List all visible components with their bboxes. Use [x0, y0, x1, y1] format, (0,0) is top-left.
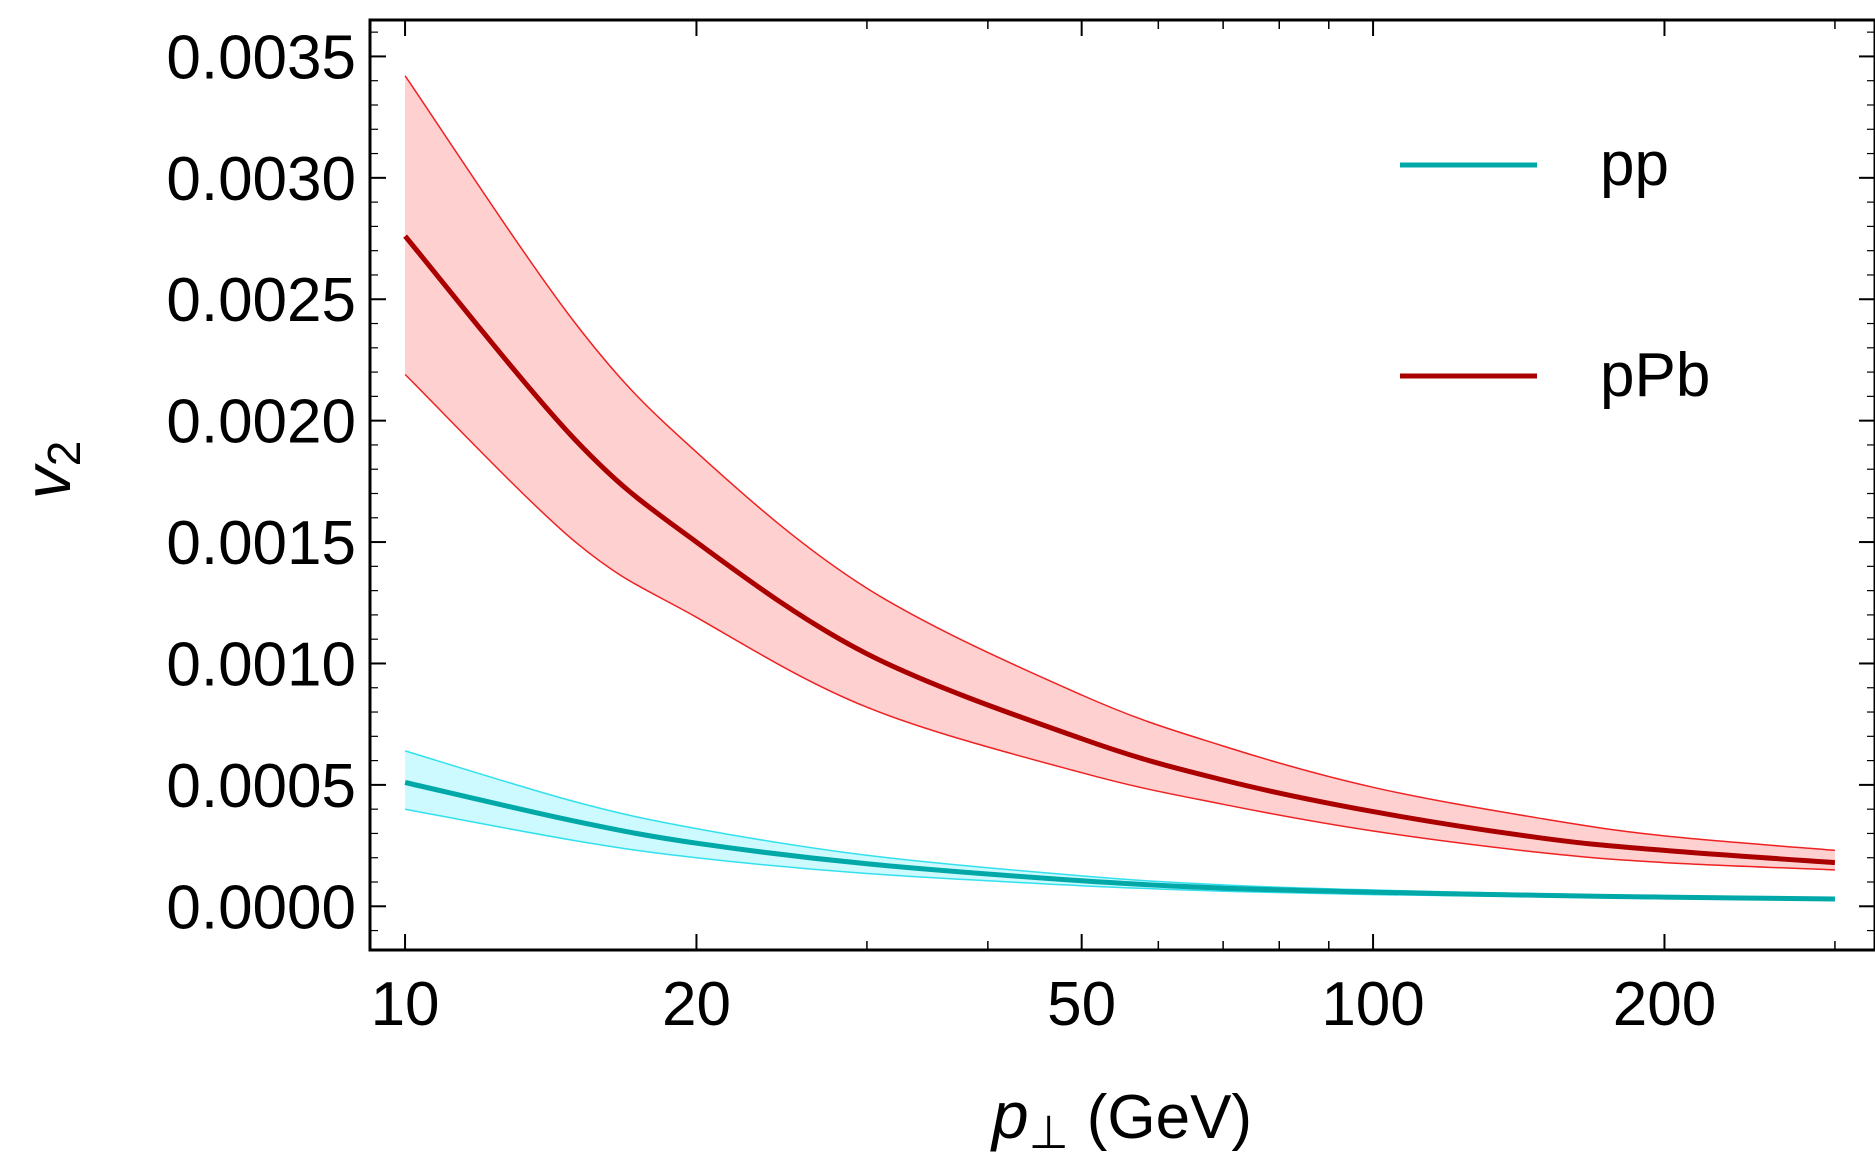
y-tick-label: 0.0010	[166, 630, 356, 699]
uncertainty-bands	[404, 75, 1835, 901]
x-tick-label: 200	[1613, 970, 1716, 1039]
x-axis-symbol: p	[990, 1078, 1029, 1152]
central-lines	[403, 234, 1836, 902]
y-tick-label: 0.0035	[166, 23, 356, 92]
x-tick-label: 50	[1047, 970, 1116, 1039]
y-tick-label: 0.0015	[166, 509, 356, 578]
x-axis-subscript: ⊥	[1029, 1106, 1069, 1158]
y-tick-label: 0.0025	[166, 266, 356, 335]
y-tick-label: 0.0000	[166, 873, 356, 942]
legend-label-ppb: pPb	[1600, 341, 1710, 410]
y-axis-symbol: v	[10, 462, 84, 499]
series-line-pp	[404, 780, 1835, 902]
y-tick-label: 0.0020	[166, 388, 356, 457]
x-tick-label: 10	[371, 970, 440, 1039]
x-axis-unit: (GeV)	[1087, 1083, 1252, 1152]
y-axis-title: v2	[10, 441, 90, 500]
y-tick-label: 0.0030	[166, 145, 356, 214]
y-axis-ticks: 0.0000 0.0005 0.0010 0.0015 0.0020 0.0025 0.00…	[166, 23, 1875, 942]
band-lower-edge-ppb	[404, 373, 1835, 871]
legend: pp pPb	[1400, 130, 1710, 410]
x-tick-label: 20	[662, 970, 731, 1039]
x-axis-title: p⊥ (GeV)	[990, 1078, 1252, 1158]
plot-frame	[368, 18, 1875, 952]
band-upper-edge-ppb	[404, 75, 1835, 852]
band-ppb	[405, 75, 1835, 870]
x-axis-ticks: 10 20 50 100 200	[371, 20, 1836, 1039]
legend-label-pp: pp	[1600, 130, 1669, 199]
x-tick-label: 100	[1321, 970, 1424, 1039]
band-pp	[405, 750, 1835, 900]
y-axis-subscript: 2	[38, 441, 90, 467]
series-line-ppb	[403, 234, 1836, 866]
y-tick-label: 0.0005	[166, 752, 356, 821]
